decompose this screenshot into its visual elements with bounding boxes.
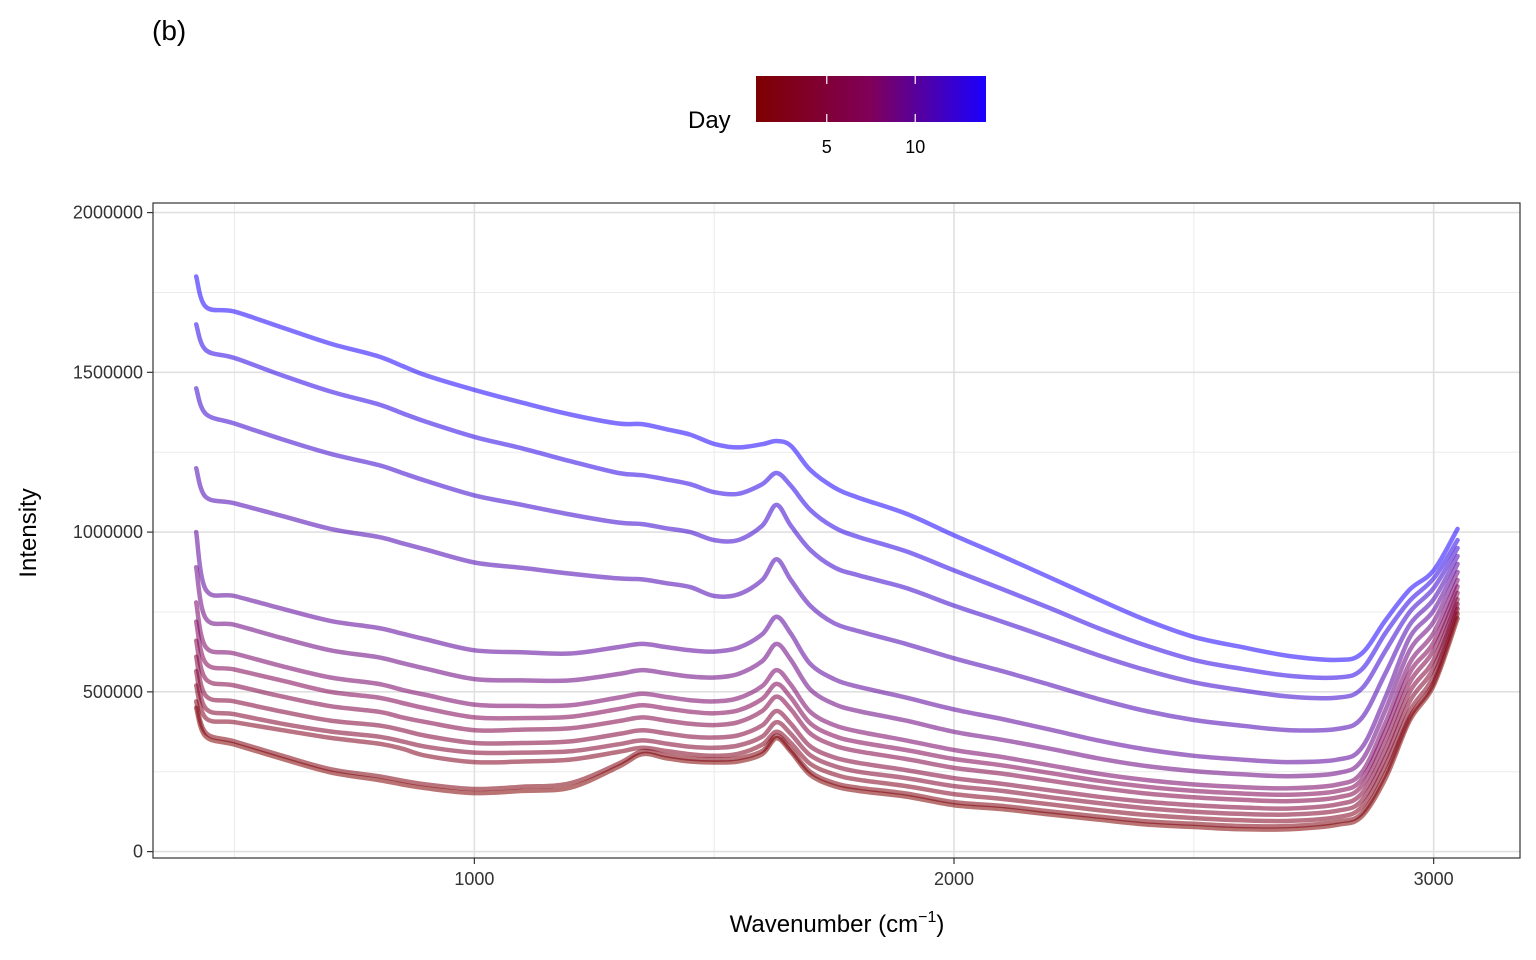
x-tick-label: 2000	[934, 869, 974, 889]
series-line-day-10	[193, 529, 1460, 765]
y-tick-label: 1000000	[73, 522, 143, 542]
x-axis-title: Wavenumber (cm−1)	[730, 909, 945, 938]
legend-title: Day	[688, 107, 731, 134]
y-tick-label: 500000	[83, 682, 143, 702]
series-line-day-2	[193, 611, 1460, 829]
y-axis: 0 500000 1000000 1500000 2000000	[73, 203, 153, 862]
series-line-day-5	[193, 596, 1460, 811]
y-axis-title: Intensity	[15, 488, 42, 577]
series-line-day-9	[193, 564, 1460, 779]
legend-colorbar	[756, 76, 986, 122]
plot-panel	[152, 202, 1521, 859]
x-tick-label: 3000	[1414, 869, 1454, 889]
legend-tick-label: 5	[822, 137, 832, 157]
colorbar-legend: Day 5 10	[688, 76, 986, 157]
series-line-day-6	[193, 590, 1460, 804]
series-line-day-3	[193, 606, 1460, 824]
series-line-day-11	[193, 465, 1460, 733]
legend-tick-label: 10	[905, 137, 925, 157]
series-line-day-7	[193, 584, 1460, 798]
series-line-day-12	[193, 386, 1460, 701]
y-tick-label: 2000000	[73, 203, 143, 223]
x-axis: 1000 2000 3000	[454, 858, 1454, 889]
y-tick-label: 0	[133, 842, 143, 862]
series-line-day-14	[193, 274, 1460, 663]
series-line-day-13	[193, 322, 1460, 681]
panel-label: (b)	[152, 15, 186, 46]
x-tick-label: 1000	[454, 869, 494, 889]
panel-border	[152, 202, 1521, 859]
y-tick-label: 1500000	[73, 362, 143, 382]
series-line-day-4	[193, 601, 1460, 817]
series-line-day-8	[193, 577, 1460, 791]
